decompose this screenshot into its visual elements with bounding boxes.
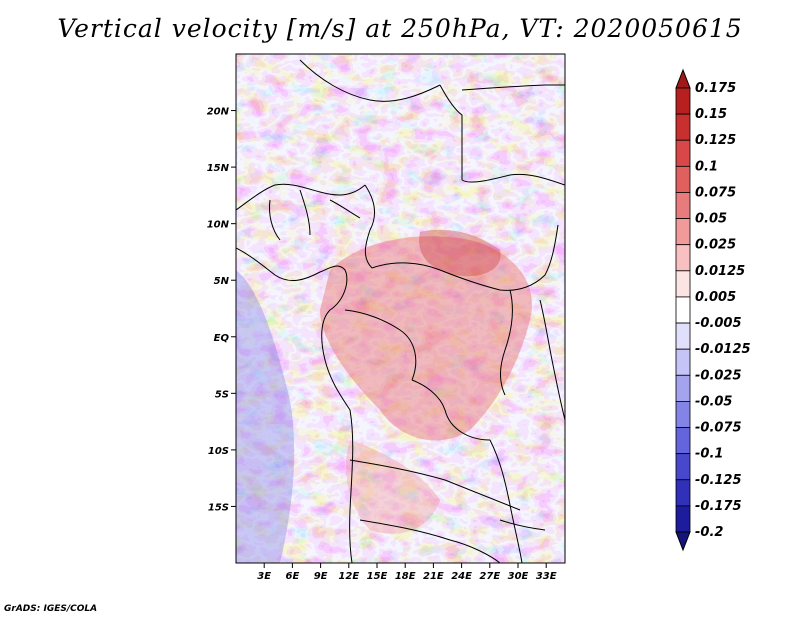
colorbar-band [675, 165, 691, 193]
ascent-region-east [419, 229, 501, 277]
descent-region-ocean [236, 270, 295, 563]
ascent-region [320, 236, 532, 441]
colorbar-band [675, 453, 691, 481]
colorbar-band [675, 87, 691, 115]
colorbar-band [675, 244, 691, 272]
colorbar-band [675, 374, 691, 402]
colorbar-label: 0.075 [695, 185, 736, 200]
colorbar-band [675, 218, 691, 246]
colorbar-band [675, 113, 691, 141]
colorbar-label: -0.125 [695, 473, 742, 488]
grads-credit: GrADS: IGES/COLA [4, 604, 98, 614]
lon-tick-label: 12E [338, 571, 359, 582]
colorbar-label: -0.2 [695, 525, 723, 540]
colorbar-label: 0.175 [695, 81, 736, 96]
colorbar-band [675, 348, 691, 376]
lon-tick-label: 6E [286, 571, 300, 582]
colorbar-label: 0.05 [695, 212, 727, 227]
lon-tick-label: 30E [508, 571, 529, 582]
colorbar-band [675, 479, 691, 507]
lat-tick-label: 15S [208, 502, 229, 513]
colorbar-label: 0.15 [695, 107, 727, 122]
lat-tick-label: 5N [214, 276, 230, 287]
colorbar-label: -0.1 [695, 447, 723, 462]
colorbar-label: -0.005 [695, 316, 742, 331]
colorbar-band [675, 322, 691, 350]
chart-title: Vertical velocity [m/s] at 250hPa, VT: 2… [57, 14, 743, 43]
colorbar-label: -0.075 [695, 421, 742, 436]
colorbar-band [675, 270, 691, 298]
colorbar: 0.175 0.15 0.125 0.1 0.075 0.05 0.025 0.0125 0.0… [675, 68, 751, 552]
lon-tick-label: 24E [451, 571, 472, 582]
colorbar-label: 0.005 [695, 290, 736, 305]
lon-tick-label: 21E [423, 571, 444, 582]
colorbar-band [675, 505, 691, 533]
colorbar-band [675, 192, 691, 219]
colorbar-bottom-arrow [675, 531, 691, 552]
lon-tick-label: 27E [479, 571, 500, 582]
colorbar-label: 0.125 [695, 133, 736, 148]
lat-tick-label: 20N [207, 107, 230, 118]
lat-tick-label: 5S [215, 389, 229, 400]
colorbar-band [675, 296, 691, 324]
colorbar-label: 0.025 [695, 238, 736, 253]
colorbar-band [675, 427, 691, 455]
colorbar-band [675, 401, 691, 428]
latitude-axis: 20N 15N 10N 5N EQ 5S 10S 15S [207, 107, 236, 513]
colorbar-label: -0.175 [695, 499, 742, 514]
lon-tick-label: 18E [395, 571, 416, 582]
longitude-axis: 3E 6E 9E 12E 15E 18E 21E 24E 27E 30E 33E [257, 563, 557, 582]
lon-tick-label: 9E [314, 571, 328, 582]
lat-tick-label: EQ [214, 333, 230, 344]
lon-tick-label: 33E [536, 571, 557, 582]
colorbar-label: 0.0125 [695, 264, 745, 279]
colorbar-label: -0.0125 [695, 342, 751, 357]
colorbar-band [675, 139, 691, 167]
lat-tick-label: 10S [208, 446, 229, 457]
lon-tick-label: 15E [367, 571, 388, 582]
lon-tick-label: 3E [257, 571, 271, 582]
colorbar-label: 0.1 [695, 159, 718, 174]
lat-tick-label: 15N [207, 163, 230, 174]
map-frame [235, 53, 566, 564]
map-plot-area [236, 54, 565, 563]
colorbar-label: -0.05 [695, 394, 732, 409]
colorbar-top-arrow [675, 68, 691, 89]
lat-tick-label: 10N [207, 220, 230, 231]
country-borders [236, 59, 565, 563]
colorbar-label: -0.025 [695, 368, 742, 383]
